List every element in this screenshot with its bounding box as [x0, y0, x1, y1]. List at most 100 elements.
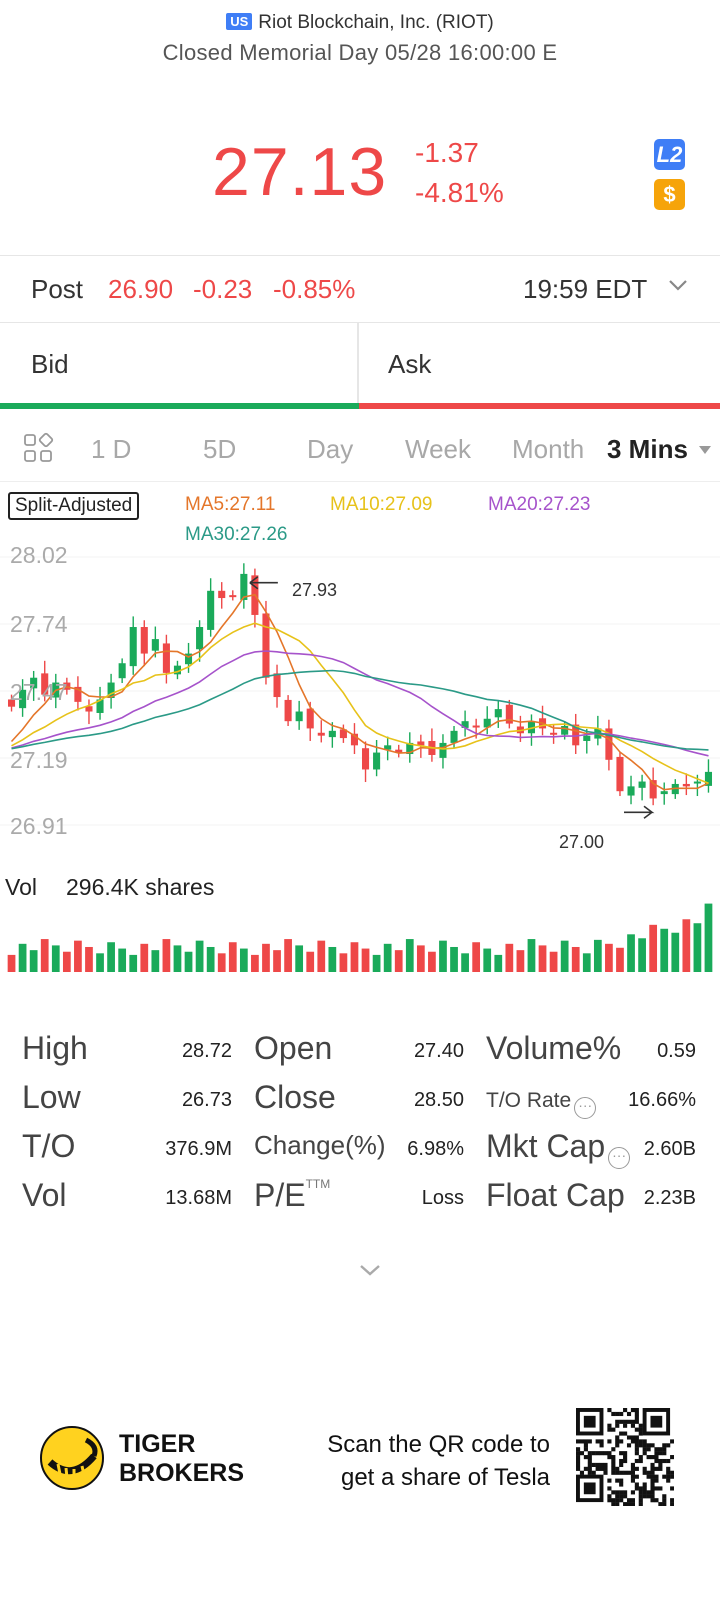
volume-bar — [239, 948, 248, 972]
volume-bar — [118, 948, 127, 972]
volume-bar — [571, 946, 580, 972]
volume-bar — [428, 951, 436, 972]
stat-float-cap-value: 2.23B — [643, 1187, 696, 1209]
volume-bar — [51, 945, 60, 972]
candle-body — [472, 725, 480, 728]
expand-chevron-icon[interactable] — [357, 1261, 383, 1279]
volume-bar — [62, 951, 71, 972]
ma20-line — [11, 650, 709, 757]
stat-change-value: 6.98% — [407, 1138, 464, 1160]
bid-bar — [0, 403, 359, 409]
volume-bar — [538, 945, 547, 972]
tab-week[interactable]: Week — [405, 434, 471, 464]
scan-line-2: get a share of Tesla — [340, 1464, 550, 1491]
high-arrow-icon — [249, 576, 278, 590]
volume-bar — [582, 953, 591, 972]
price-change-pct: -4.81% — [415, 177, 504, 208]
volume-bar — [660, 928, 669, 972]
volume-bar — [18, 943, 27, 972]
last-price: 27.13 — [212, 134, 388, 210]
market-status: Closed Memorial Day 05/28 16:00:00 E — [162, 40, 558, 65]
volume-bar — [439, 940, 447, 972]
candlestick-chart[interactable] — [0, 482, 720, 982]
candle-body — [505, 704, 513, 724]
company-row: US Riot Blockchain, Inc. (RIOT) — [0, 12, 720, 34]
layout-grid-icon[interactable] — [22, 432, 54, 464]
stat-vol-value: 13.68M — [165, 1187, 232, 1209]
company-name: Riot Blockchain, Inc. (RIOT) — [258, 12, 494, 33]
candle-body — [19, 689, 27, 709]
volume-bar — [494, 954, 503, 972]
divider — [357, 323, 359, 403]
post-market-row[interactable]: Post 26.90 -0.23 -0.85% 19:59 EDT — [0, 256, 720, 322]
bid-ask-panel: Bid Ask — [0, 323, 720, 409]
candle-body — [693, 781, 701, 784]
candle-body — [85, 706, 93, 712]
volume-bar — [184, 951, 193, 972]
bid-section[interactable]: Bid — [0, 323, 359, 409]
scan-prompt: Scan the QR code to get a share of Tesla — [300, 1428, 550, 1494]
volume-bar — [693, 923, 702, 972]
volume-bar — [405, 939, 414, 972]
caret-down-icon[interactable] — [699, 446, 711, 454]
candle-body — [229, 595, 237, 598]
y-tick-label: 28.02 — [10, 542, 68, 568]
scan-line-1: Scan the QR code to — [327, 1431, 550, 1458]
stats-grid: High 28.72 Low 26.73 T/O 376.9M Vol 13.6… — [0, 1030, 720, 1230]
candle-body — [328, 730, 336, 738]
candle-body — [140, 627, 148, 654]
level2-icon[interactable]: L2 — [654, 139, 685, 170]
tab-1d[interactable]: 1 D — [91, 434, 132, 464]
volume-bar — [549, 951, 558, 972]
stat-mkt-cap-label[interactable]: Mkt Cap ··· — [486, 1128, 631, 1169]
trade-dollar-icon[interactable]: $ — [654, 179, 685, 210]
candle-body — [184, 653, 193, 665]
stat-open-value: 27.40 — [413, 1040, 464, 1062]
stat-float-cap-label: Float Cap — [486, 1177, 625, 1213]
candle-body — [561, 726, 569, 735]
info-icon[interactable]: ··· — [574, 1097, 597, 1119]
stat-mkt-cap-value: 2.60B — [643, 1138, 696, 1160]
period-tabs: 1 D 5D Day Week Month 3 Mins — [0, 418, 720, 478]
stat-close-label: Close — [254, 1079, 336, 1115]
ma10-line — [11, 622, 709, 784]
candle-body — [638, 781, 646, 788]
high-annotation: 27.93 — [292, 580, 338, 600]
volume-bar — [262, 943, 270, 972]
candle-body — [406, 742, 414, 755]
y-tick-label: 27.74 — [10, 611, 68, 637]
ask-section[interactable]: Ask — [359, 323, 720, 409]
candle-body — [74, 686, 82, 702]
promo-footer: TIGER BROKERS Scan the QR code to get a … — [0, 1400, 720, 1520]
tab-5d[interactable]: 5D — [203, 434, 237, 464]
volume-bar — [593, 939, 602, 972]
volume-value: 296.4K shares — [66, 874, 215, 900]
bid-label: Bid — [31, 349, 69, 379]
tab-3-mins[interactable]: 3 Mins — [607, 434, 688, 464]
volume-bar — [704, 903, 713, 972]
volume-bar — [206, 946, 215, 972]
ma30-label: MA30:27.26 — [185, 524, 288, 545]
volume-bar — [295, 945, 304, 972]
stat-to-rate-label[interactable]: T/O Rate ··· — [486, 1089, 597, 1119]
low-annotation: 27.00 — [559, 832, 605, 852]
volume-bar — [151, 950, 160, 972]
info-icon[interactable]: ··· — [608, 1147, 631, 1169]
volume-bar — [649, 924, 658, 972]
candle-body — [107, 682, 115, 699]
candle-body — [527, 721, 536, 734]
to-rate-text: T/O Rate — [486, 1089, 572, 1112]
candle-body — [196, 627, 204, 650]
tab-month[interactable]: Month — [512, 434, 585, 464]
candle-body — [350, 733, 359, 746]
split-adjusted-toggle[interactable]: Split-Adjusted — [8, 492, 140, 520]
volume-bar — [273, 950, 281, 972]
volume-bar — [372, 954, 381, 972]
candle-body — [682, 783, 690, 787]
qr-code-icon[interactable] — [576, 1408, 674, 1506]
chevron-down-icon[interactable] — [665, 272, 691, 298]
tab-day[interactable]: Day — [307, 434, 354, 464]
price-chart[interactable]: Split-Adjusted MA5:27.11 MA10:27.09 MA20… — [0, 482, 720, 982]
volume-bar — [173, 945, 182, 972]
divider — [0, 255, 720, 256]
